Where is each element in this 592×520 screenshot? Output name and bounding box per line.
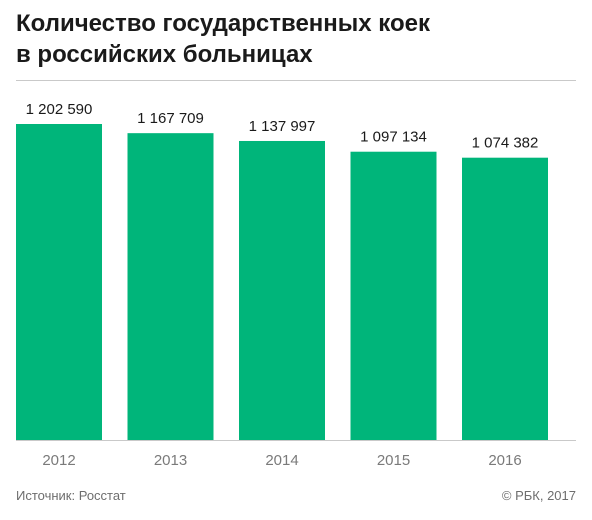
chart-title-line-2: в российских больницах: [16, 41, 313, 68]
bar-2013: [127, 133, 214, 441]
chart-title-line-1: Количество государственных коек: [16, 10, 431, 37]
source-note: Источник: Росстат: [16, 488, 126, 503]
bar-value-label-2014: 1 137 997: [249, 118, 316, 135]
x-tick-label-2013: 2013: [154, 452, 187, 469]
copyright-note: © РБК, 2017: [501, 488, 576, 503]
bar-value-label-2015: 1 097 134: [360, 129, 427, 146]
bar-value-label-2016: 1 074 382: [472, 135, 539, 152]
bar-value-label-2012: 1 202 590: [26, 101, 93, 118]
bar-2012: [16, 124, 102, 440]
bar-2014: [239, 140, 325, 441]
bar-chart: 1 202 590 2012 1 167 709 2013 1 137 997 2014 1…: [16, 101, 576, 469]
title-divider: [16, 80, 576, 81]
x-tick-label-2014: 2014: [265, 452, 298, 469]
x-tick-label-2015: 2015: [377, 452, 410, 469]
bar-2016: [462, 157, 548, 441]
chart-title: Количество государственных коек в россий…: [16, 8, 576, 70]
bar-2015: [350, 151, 437, 440]
bar-value-label-2013: 1 167 709: [137, 110, 204, 127]
x-tick-label-2016: 2016: [488, 452, 521, 469]
x-tick-label-2012: 2012: [42, 452, 75, 469]
